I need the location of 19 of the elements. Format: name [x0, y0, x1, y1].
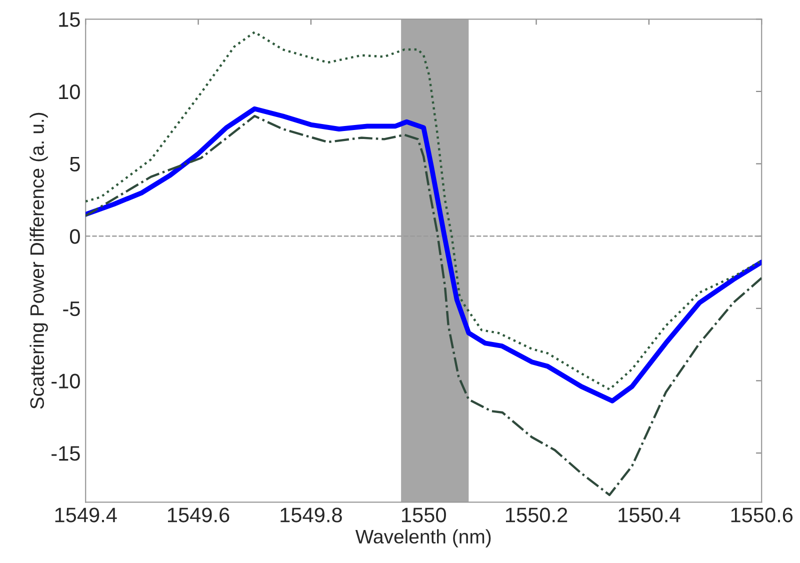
x-tick-label: 1550.2	[506, 508, 568, 522]
y-tick-label: 0	[70, 229, 80, 244]
x-tick-label: 1550.6	[731, 508, 793, 522]
y-tick-label: 5	[70, 156, 80, 172]
line-series	[86, 31, 762, 390]
y-tick-label: -5	[63, 302, 80, 316]
x-tick-label: 1549.8	[280, 508, 342, 522]
line-series	[86, 114, 762, 496]
y-tick-label: -10	[52, 374, 80, 388]
y-tick-label: 15	[59, 12, 80, 27]
x-tick-label: 1550.4	[618, 508, 680, 522]
line-series	[86, 106, 762, 404]
x-tick-label: 1549.6	[168, 508, 230, 522]
x-tick-label: 1549.4	[55, 508, 117, 522]
x-tick-label: 1550	[402, 508, 446, 522]
x-axis-title: Wavelenth (nm)	[355, 529, 491, 548]
y-tick-label: 10	[59, 84, 80, 100]
y-axis-title: Scattering Power Difference (a. u.)	[30, 112, 48, 409]
y-tick-label: -15	[52, 446, 80, 461]
